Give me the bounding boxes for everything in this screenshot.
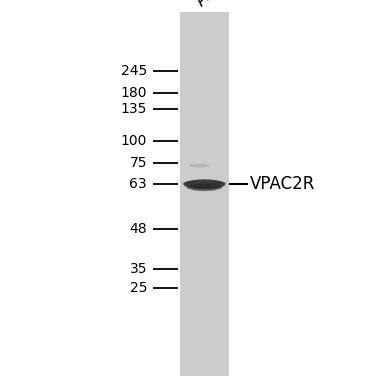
Text: 245: 245 xyxy=(121,64,147,78)
Ellipse shape xyxy=(192,187,217,191)
Ellipse shape xyxy=(183,179,225,189)
Text: 75: 75 xyxy=(129,156,147,170)
Text: 100: 100 xyxy=(121,134,147,148)
Text: 63: 63 xyxy=(129,177,147,191)
Bar xyxy=(180,12,229,376)
Text: VPAC2R: VPAC2R xyxy=(250,175,316,193)
Text: A431: A431 xyxy=(192,0,235,10)
Text: 35: 35 xyxy=(129,261,147,276)
Text: 48: 48 xyxy=(129,222,147,236)
Ellipse shape xyxy=(186,184,222,191)
Text: 135: 135 xyxy=(121,102,147,116)
Ellipse shape xyxy=(182,181,227,185)
Text: 25: 25 xyxy=(129,281,147,295)
Text: 180: 180 xyxy=(121,86,147,100)
Ellipse shape xyxy=(189,163,210,167)
